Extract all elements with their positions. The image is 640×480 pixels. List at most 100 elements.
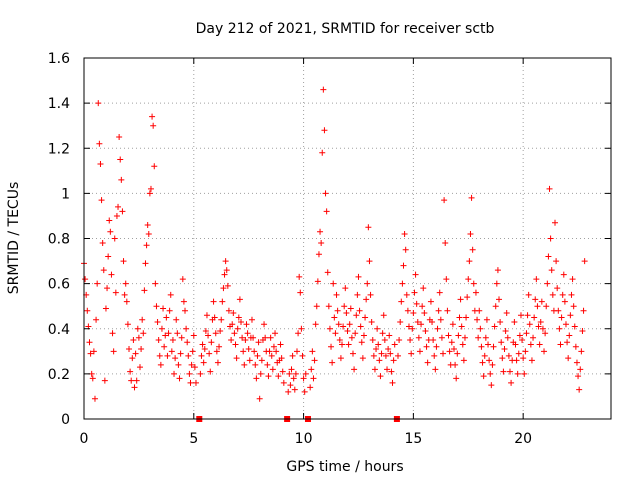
data-point [121, 291, 128, 298]
data-point [511, 318, 518, 325]
data-point [96, 140, 103, 147]
data-point [448, 339, 455, 346]
data-point [537, 318, 544, 325]
data-point [198, 352, 205, 359]
data-point [497, 318, 504, 325]
data-point [483, 316, 490, 323]
data-point [287, 382, 294, 389]
data-point [415, 334, 422, 341]
data-point [461, 334, 468, 341]
data-point [526, 321, 533, 328]
y-tick-label: 0.6 [48, 277, 70, 293]
data-point [546, 185, 553, 192]
data-point [154, 318, 161, 325]
data-point [165, 330, 172, 337]
data-point [136, 364, 143, 371]
data-point [238, 318, 245, 325]
data-point [378, 350, 385, 357]
data-point [465, 276, 472, 283]
data-point [243, 321, 250, 328]
data-point [490, 343, 497, 350]
data-point [444, 307, 451, 314]
data-point [533, 276, 540, 283]
data-point [524, 312, 531, 319]
data-point [134, 325, 141, 332]
data-point [410, 309, 417, 316]
data-point [500, 368, 507, 375]
y-tick-label: 1.2 [48, 141, 70, 157]
data-point [404, 307, 411, 314]
data-point [345, 341, 352, 348]
data-point [313, 303, 320, 310]
data-point [185, 352, 192, 359]
data-point [486, 357, 493, 364]
data-point [222, 258, 229, 265]
data-point [232, 341, 239, 348]
data-point [143, 242, 150, 249]
data-point [579, 328, 586, 335]
data-point [254, 352, 261, 359]
data-point [458, 323, 465, 330]
y-tick-label: 0.8 [48, 232, 70, 248]
data-point [245, 346, 252, 353]
data-point [221, 271, 228, 278]
data-point [553, 258, 560, 265]
data-point [322, 190, 329, 197]
y-tick-label: 1.6 [48, 51, 70, 67]
data-point [401, 230, 408, 237]
data-point [570, 303, 577, 310]
data-point [528, 357, 535, 364]
data-point [459, 341, 466, 348]
data-point [173, 316, 180, 323]
data-point [445, 332, 452, 339]
data-point [84, 307, 91, 314]
data-point [97, 161, 104, 168]
data-point [494, 267, 501, 274]
data-point [131, 384, 138, 391]
data-point [542, 330, 549, 337]
data-point [101, 377, 108, 384]
data-point [557, 341, 564, 348]
data-point [398, 298, 405, 305]
data-point [571, 323, 578, 330]
data-point [172, 355, 179, 362]
data-point [505, 352, 512, 359]
data-point [107, 228, 114, 235]
data-point [335, 321, 342, 328]
data-point [214, 359, 221, 366]
data-point [364, 280, 371, 287]
data-point [118, 176, 125, 183]
data-point [314, 278, 321, 285]
data-point [492, 303, 499, 310]
data-point [132, 350, 139, 357]
data-point [421, 309, 428, 316]
data-point [369, 337, 376, 344]
data-point [250, 334, 257, 341]
data-point [105, 253, 112, 260]
data-point [561, 298, 568, 305]
data-point [86, 339, 93, 346]
data-point [248, 316, 255, 323]
data-point [581, 258, 588, 265]
data-point [275, 373, 282, 380]
data-point [285, 388, 292, 395]
data-point [337, 355, 344, 362]
data-point [548, 267, 555, 274]
data-point [233, 355, 240, 362]
data-point [491, 323, 498, 330]
data-point [102, 305, 109, 312]
data-point [354, 291, 361, 298]
data-point [176, 375, 183, 382]
data-point [218, 316, 225, 323]
data-point [290, 375, 297, 382]
data-point [463, 314, 470, 321]
data-point [503, 309, 510, 316]
data-point [535, 323, 542, 330]
data-point [312, 321, 319, 328]
data-point [91, 395, 98, 402]
data-point [272, 330, 279, 337]
data-point [554, 285, 561, 292]
data-point [480, 373, 487, 380]
data-point [521, 370, 528, 377]
data-point [331, 314, 338, 321]
